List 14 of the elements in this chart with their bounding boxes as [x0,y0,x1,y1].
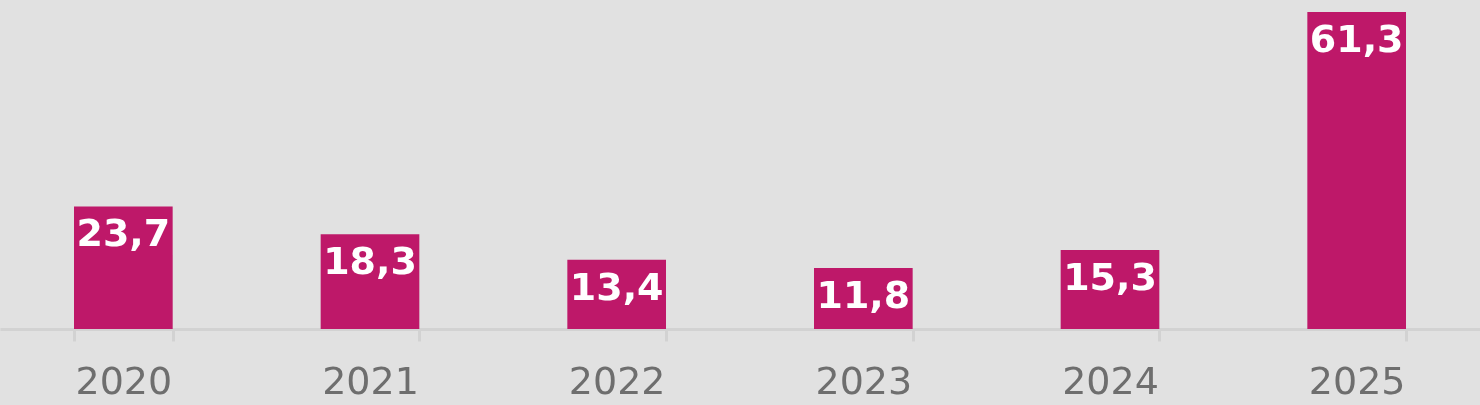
data-label: 11,8 [816,272,911,317]
data-label: 61,3 [1309,17,1404,61]
bar [1307,12,1406,329]
bar [74,206,173,329]
x-tick-label: 2022 [568,358,666,403]
data-label: 15,3 [1063,254,1157,299]
data-label: 23,7 [76,211,171,256]
data-label: 18,3 [323,239,417,284]
data-label: 13,4 [569,264,664,309]
x-tick-label: 2023 [815,358,913,403]
x-tick-label: 2025 [1308,358,1406,403]
x-tick-label: 2021 [322,358,419,403]
x-tick-label: 2024 [1062,358,1159,403]
x-tick-label: 2020 [75,358,173,403]
